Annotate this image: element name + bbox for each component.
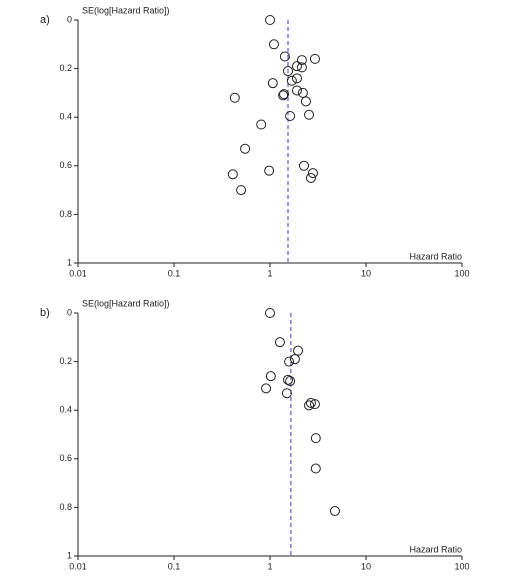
study-point bbox=[284, 356, 295, 367]
study-point bbox=[286, 75, 297, 86]
study-point bbox=[291, 85, 302, 96]
y-tick-label: 0.8 bbox=[59, 209, 72, 219]
study-point bbox=[298, 160, 309, 171]
x-tick-label: 100 bbox=[454, 561, 469, 571]
x-tick-label: 1 bbox=[267, 561, 272, 571]
y-tick-label: 0.6 bbox=[59, 160, 72, 170]
study-point bbox=[265, 15, 275, 25]
x-tick-label: 100 bbox=[454, 268, 469, 278]
study-point bbox=[310, 463, 321, 474]
study-point bbox=[289, 354, 300, 365]
study-point bbox=[309, 399, 320, 410]
study-point bbox=[285, 376, 296, 387]
study-point bbox=[296, 55, 307, 66]
study-point bbox=[285, 110, 296, 121]
x-axis-label: Hazard Ratio bbox=[409, 544, 462, 554]
x-tick-label: 0.1 bbox=[168, 561, 181, 571]
x-tick-label: 10 bbox=[361, 268, 371, 278]
y-tick-label: 0 bbox=[67, 14, 72, 24]
study-point bbox=[236, 185, 247, 196]
y-tick-label: 0.4 bbox=[59, 405, 72, 415]
study-point bbox=[291, 73, 302, 84]
y-tick-label: 0.8 bbox=[59, 502, 72, 512]
study-point bbox=[281, 388, 292, 399]
panel-label: a) bbox=[40, 14, 50, 26]
study-point bbox=[279, 51, 290, 62]
y-tick-label: 0.4 bbox=[59, 112, 72, 122]
study-point bbox=[296, 62, 307, 73]
y-tick-label: 0.6 bbox=[59, 453, 72, 463]
study-point bbox=[305, 397, 316, 408]
study-point bbox=[309, 53, 320, 64]
study-point bbox=[264, 165, 275, 176]
y-tick-label: 1 bbox=[67, 550, 72, 560]
x-axis-label: Hazard Ratio bbox=[409, 251, 462, 261]
study-point bbox=[279, 89, 290, 100]
x-tick-label: 1 bbox=[267, 268, 272, 278]
study-point bbox=[304, 109, 315, 120]
study-point bbox=[265, 371, 276, 382]
x-tick-label: 0.1 bbox=[168, 268, 181, 278]
y-tick-label: 0.2 bbox=[59, 63, 72, 73]
y-tick-label: 0.2 bbox=[59, 356, 72, 366]
study-point bbox=[227, 169, 238, 180]
study-point bbox=[265, 308, 275, 318]
study-point bbox=[293, 345, 304, 356]
y-tick-label: 0 bbox=[67, 307, 72, 317]
y-axis-label: SE(log[Hazard Ratio]) bbox=[82, 298, 170, 308]
study-point bbox=[300, 96, 311, 107]
x-tick-label: 10 bbox=[361, 561, 371, 571]
study-point bbox=[267, 78, 278, 89]
study-point bbox=[261, 383, 272, 394]
study-point bbox=[229, 92, 240, 103]
study-point bbox=[283, 66, 294, 77]
panel-label: b) bbox=[40, 307, 50, 319]
x-tick-label: 0.01 bbox=[69, 268, 87, 278]
study-point bbox=[307, 168, 318, 179]
study-point bbox=[291, 61, 302, 72]
study-point bbox=[305, 172, 316, 183]
study-point bbox=[256, 119, 267, 130]
study-point bbox=[304, 400, 315, 411]
study-point bbox=[278, 90, 289, 101]
study-point bbox=[268, 39, 279, 50]
study-point bbox=[283, 374, 294, 385]
study-point bbox=[310, 433, 321, 444]
study-point bbox=[297, 87, 308, 98]
x-tick-label: 0.01 bbox=[69, 561, 87, 571]
study-point bbox=[274, 337, 285, 348]
study-point bbox=[329, 506, 340, 517]
y-axis-label: SE(log[Hazard Ratio]) bbox=[82, 5, 170, 15]
study-point bbox=[240, 143, 251, 154]
y-tick-label: 1 bbox=[67, 257, 72, 267]
